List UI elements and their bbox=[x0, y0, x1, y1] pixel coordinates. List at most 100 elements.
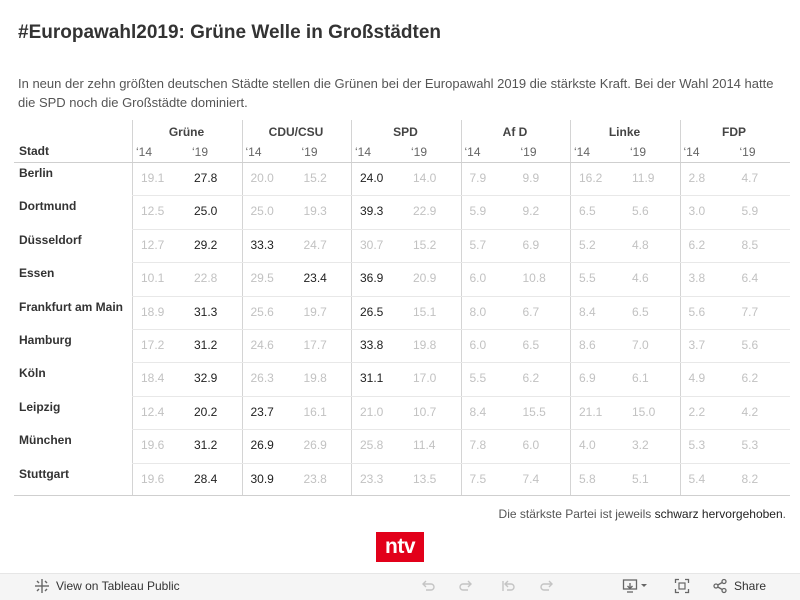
redo-icon[interactable] bbox=[458, 578, 474, 598]
table-cell: 3.8 bbox=[688, 271, 706, 286]
row-divider bbox=[132, 228, 790, 230]
footnote-prefix: Die stärkste Partei ist jeweils bbox=[498, 507, 655, 521]
tableau-toolbar: View on Tableau Public Share bbox=[0, 573, 800, 600]
year-2014-header: ‘14 bbox=[683, 145, 700, 159]
table-cell: 5.9 bbox=[741, 204, 759, 219]
year-2019-header: ‘19 bbox=[739, 145, 756, 159]
table-cell: 12.5 bbox=[141, 204, 165, 219]
tableau-logo-icon bbox=[35, 579, 49, 593]
table-cell: 19.7 bbox=[303, 304, 327, 319]
table-cell: 25.0 bbox=[250, 204, 274, 219]
table-cell: 36.9 bbox=[360, 271, 384, 286]
table-cell: 12.4 bbox=[141, 404, 165, 419]
fullscreen-icon[interactable] bbox=[674, 578, 690, 598]
refresh-icon[interactable] bbox=[538, 578, 554, 598]
table-cell: 9.9 bbox=[522, 171, 540, 185]
city-label: Köln bbox=[19, 366, 46, 381]
table-cell: 2.8 bbox=[688, 171, 706, 185]
table-cell: 26.5 bbox=[360, 304, 384, 319]
table-cell: 6.0 bbox=[522, 438, 540, 453]
table-cell: 15.5 bbox=[522, 404, 546, 419]
city-label: Düsseldorf bbox=[19, 232, 82, 247]
table-cell: 5.2 bbox=[579, 237, 596, 252]
row-divider bbox=[132, 395, 790, 397]
year-2014-header: ‘14 bbox=[136, 145, 153, 159]
table-cell: 21.1 bbox=[579, 404, 603, 419]
table-cell: 4.2 bbox=[741, 404, 759, 419]
table-cell: 13.5 bbox=[413, 471, 437, 486]
row-divider bbox=[132, 462, 790, 464]
table-cell: 6.2 bbox=[741, 371, 759, 386]
view-on-tableau-label: View on Tableau Public bbox=[56, 579, 180, 593]
share-icon bbox=[713, 578, 727, 594]
table-cell: 5.4 bbox=[688, 471, 706, 486]
table-cell: 6.5 bbox=[632, 304, 649, 319]
city-label: Hamburg bbox=[19, 333, 72, 347]
table-cell: 4.9 bbox=[688, 371, 706, 386]
column-separator bbox=[460, 120, 462, 496]
table-cell: 3.2 bbox=[632, 438, 649, 453]
city-label: Essen bbox=[19, 266, 55, 281]
table-cell: 25.8 bbox=[360, 438, 384, 453]
table-cell: 7.4 bbox=[522, 471, 540, 486]
table-cell: 16.2 bbox=[579, 171, 603, 185]
year-2014-header: ‘14 bbox=[574, 145, 591, 159]
view-on-tableau-button[interactable]: View on Tableau Public bbox=[34, 578, 180, 594]
table-cell: 8.4 bbox=[579, 304, 596, 319]
column-separator bbox=[351, 120, 352, 496]
revert-icon[interactable] bbox=[500, 578, 516, 598]
undo-icon[interactable] bbox=[420, 578, 436, 598]
table-cell: 5.6 bbox=[632, 204, 649, 219]
table-cell: 3.7 bbox=[688, 338, 706, 352]
share-button[interactable]: Share bbox=[712, 578, 766, 594]
table-cell: 6.5 bbox=[579, 204, 596, 219]
table-cell: 8.0 bbox=[469, 304, 487, 319]
results-table: Stadt Grüne ‘14 ‘19 CDU/CSU ‘14 ‘19 SPD ‘14 ‘19 A… bbox=[14, 120, 790, 496]
table-cell: 5.9 bbox=[469, 204, 487, 219]
table-cell: 17.0 bbox=[413, 371, 437, 386]
table-cell: 4.0 bbox=[579, 438, 596, 453]
table-cell: 17.7 bbox=[303, 338, 327, 352]
table-cell: 15.0 bbox=[632, 404, 656, 419]
table-cell: 11.9 bbox=[632, 171, 655, 185]
table-cell: 22.8 bbox=[194, 271, 218, 286]
table-cell: 18.4 bbox=[141, 371, 165, 386]
table-cell: 27.8 bbox=[194, 171, 218, 185]
table-cell: 23.7 bbox=[250, 404, 274, 419]
table-cell: 5.3 bbox=[688, 438, 706, 453]
table-cell: 12.7 bbox=[141, 237, 165, 252]
table-cell: 24.7 bbox=[303, 237, 327, 252]
table-cell: 5.5 bbox=[469, 371, 487, 386]
table-cell: 30.7 bbox=[360, 237, 384, 252]
table-cell: 14.0 bbox=[413, 171, 437, 185]
table-cell: 6.1 bbox=[632, 371, 649, 386]
download-icon[interactable] bbox=[622, 578, 650, 598]
table-cell: 6.4 bbox=[741, 271, 759, 286]
table-cell: 5.7 bbox=[469, 237, 487, 252]
city-label: München bbox=[19, 433, 72, 448]
table-cell: 8.6 bbox=[579, 338, 596, 352]
row-divider bbox=[132, 295, 790, 297]
page-title: #Europawahl2019: Grüne Welle in Großstäd… bbox=[18, 22, 442, 43]
table-cell: 4.7 bbox=[741, 171, 759, 185]
table-cell: 33.8 bbox=[360, 338, 384, 352]
table-cell: 24.0 bbox=[360, 171, 384, 185]
table-cell: 2.2 bbox=[688, 404, 706, 419]
city-label: Berlin bbox=[19, 166, 54, 180]
row-divider bbox=[132, 362, 790, 364]
table-cell: 15.2 bbox=[303, 171, 327, 185]
column-separator bbox=[570, 120, 571, 496]
table-cell: 20.0 bbox=[250, 171, 274, 185]
table-cell: 10.1 bbox=[141, 271, 165, 286]
party-header: FDP bbox=[722, 125, 746, 139]
row-divider bbox=[132, 329, 790, 330]
row-divider bbox=[132, 262, 790, 264]
party-header: CDU/CSU bbox=[268, 125, 324, 139]
table-cell: 19.6 bbox=[141, 438, 165, 453]
party-header: Linke bbox=[608, 125, 641, 139]
table-cell: 7.9 bbox=[469, 171, 487, 185]
table-cell: 25.6 bbox=[250, 304, 274, 319]
table-cell: 24.6 bbox=[250, 338, 274, 352]
ntv-logo[interactable]: ntv bbox=[376, 532, 424, 562]
header-divider bbox=[14, 162, 790, 163]
